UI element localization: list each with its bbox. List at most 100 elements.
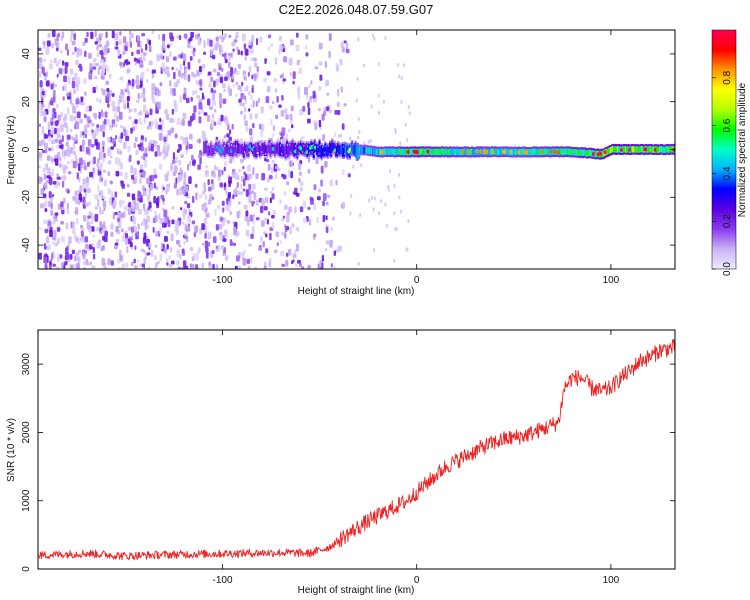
spectrogram-noise-cell (235, 31, 239, 39)
spectrogram-noise-cell (231, 74, 235, 80)
spectrogram-noise-cell (172, 118, 175, 123)
spectrogram-noise-cell (183, 113, 187, 119)
spectrogram-noise-cell (255, 113, 258, 119)
spectrogram-noise-cell (61, 135, 64, 143)
spectrogram-noise-cell (39, 109, 44, 117)
spectrogram-track-cell (511, 149, 515, 156)
spectrogram-noise-cell (299, 181, 304, 187)
spectrogram-noise-cell (111, 119, 115, 125)
spectrogram-noise-cell (342, 201, 345, 208)
spectrogram-noise-cell (71, 51, 76, 56)
spectrogram-noise-cell (204, 165, 209, 169)
spectrogram-noise-cell (54, 242, 58, 247)
spectrogram-noise-cell (406, 247, 409, 252)
spectrogram-noise-cell (78, 176, 81, 183)
spectrogram-noise-cell (378, 211, 381, 216)
spectrogram-noise-cell (154, 118, 157, 126)
spectrogram-noise-cell (56, 176, 61, 180)
spectrogram-noise-cell (99, 50, 104, 55)
spectrogram-noise-cell (184, 67, 188, 75)
spectrogram-noise-cell (174, 133, 178, 139)
spectrogram-noise-cell (271, 159, 275, 164)
spectrogram-noise-cell (357, 262, 360, 267)
spectrogram-noise-cell (247, 219, 250, 226)
spectrogram-track-cell (254, 143, 257, 158)
spectrogram-noise-cell (139, 197, 143, 203)
spectrogram-noise-cell (377, 93, 380, 98)
spectrogram-track-cell (354, 143, 357, 156)
spectrogram-track-cell (395, 148, 398, 156)
spectrogram-noise-cell (56, 144, 60, 149)
spectrogram-noise-cell (326, 92, 330, 96)
spectrogram-noise-cell (158, 124, 162, 130)
spectrogram-noise-cell (135, 202, 140, 211)
spectrogram-noise-cell (43, 255, 47, 264)
spectrogram-noise-cell (323, 110, 327, 116)
spectrogram-noise-cell (404, 122, 407, 127)
spectrogram-noise-cell (203, 186, 207, 193)
spectrogram-noise-cell (76, 255, 79, 262)
spectrogram-noise-cell (120, 228, 124, 233)
spectrogram-noise-cell (71, 221, 75, 229)
spectrogram-noise-cell (235, 93, 238, 97)
spectrogram-noise-cell (203, 207, 207, 212)
spectrogram-noise-cell (76, 60, 80, 67)
spectrogram-noise-cell (154, 255, 157, 261)
spectrogram-track-cell (520, 148, 523, 156)
spectrogram-noise-cell (377, 110, 380, 115)
spectrogram-noise-cell (62, 96, 65, 101)
spectrogram-noise-cell (195, 80, 199, 85)
spectrogram-noise-cell (79, 145, 83, 152)
spectrogram-noise-cell (163, 236, 168, 242)
spectrogram-track-cell (534, 148, 537, 156)
spectrogram-noise-cell (279, 199, 282, 204)
spectrogram-noise-cell (89, 261, 92, 266)
spectrogram-noise-cell (80, 235, 85, 243)
spectrogram-noise-cell (201, 92, 204, 100)
spectrogram-noise-cell (77, 163, 81, 172)
spectrogram-track-cell (372, 147, 375, 155)
spectrogram-track-cell (203, 141, 206, 154)
spectrogram-noise-cell (137, 42, 141, 48)
spectrogram-track-cell (403, 148, 406, 156)
spectrogram-noise-cell (113, 200, 117, 206)
spectrogram-noise-cell (236, 46, 239, 51)
spectrogram-noise-cell (167, 219, 171, 228)
spectrogram-noise-cell (128, 201, 132, 208)
spectrogram-noise-cell (194, 183, 198, 188)
spectrogram-noise-cell (141, 33, 146, 37)
spectrogram-noise-cell (101, 224, 105, 229)
spectrogram-noise-cell (106, 92, 110, 99)
spectrogram-noise-cell (98, 167, 102, 172)
spectrogram-noise-cell (122, 263, 126, 269)
spectrogram-noise-cell (193, 73, 197, 78)
spectrogram-noise-cell (71, 249, 75, 255)
spectrogram-noise-cell (317, 107, 321, 112)
spectrogram-track-cell (368, 147, 371, 155)
spectrogram-track-cell (444, 148, 447, 155)
spectrogram-noise-cell (87, 187, 91, 194)
spectrogram-track-cell (500, 148, 503, 156)
spectrogram-noise-cell (308, 99, 312, 104)
spectrogram-noise-cell (96, 162, 99, 168)
spectrogram-noise-cell (281, 173, 285, 178)
spectrogram-noise-cell (210, 88, 214, 93)
spectrogram-noise-cell (143, 203, 146, 212)
spectrogram-noise-cell (158, 163, 163, 170)
spectrogram-noise-cell (234, 265, 238, 269)
spectrogram-noise-cell (290, 113, 293, 122)
spectrogram-noise-cell (189, 56, 193, 61)
spectrogram-noise-cell (123, 141, 127, 150)
spectrogram-noise-cell (42, 111, 47, 116)
spectrogram-track-cell (283, 146, 286, 157)
spectrogram-noise-cell (45, 199, 48, 207)
spectrogram-noise-cell (128, 79, 131, 83)
spectrogram-noise-cell (183, 53, 187, 62)
spectrogram-track-cell (566, 148, 569, 156)
spectrogram-noise-cell (58, 139, 62, 145)
spectrogram-noise-cell (175, 177, 178, 184)
colorbar-ticks: 0.00.20.40.60.8 (712, 70, 733, 276)
spectrogram-noise-cell (76, 77, 81, 85)
spectrogram-noise-cell (55, 120, 60, 125)
